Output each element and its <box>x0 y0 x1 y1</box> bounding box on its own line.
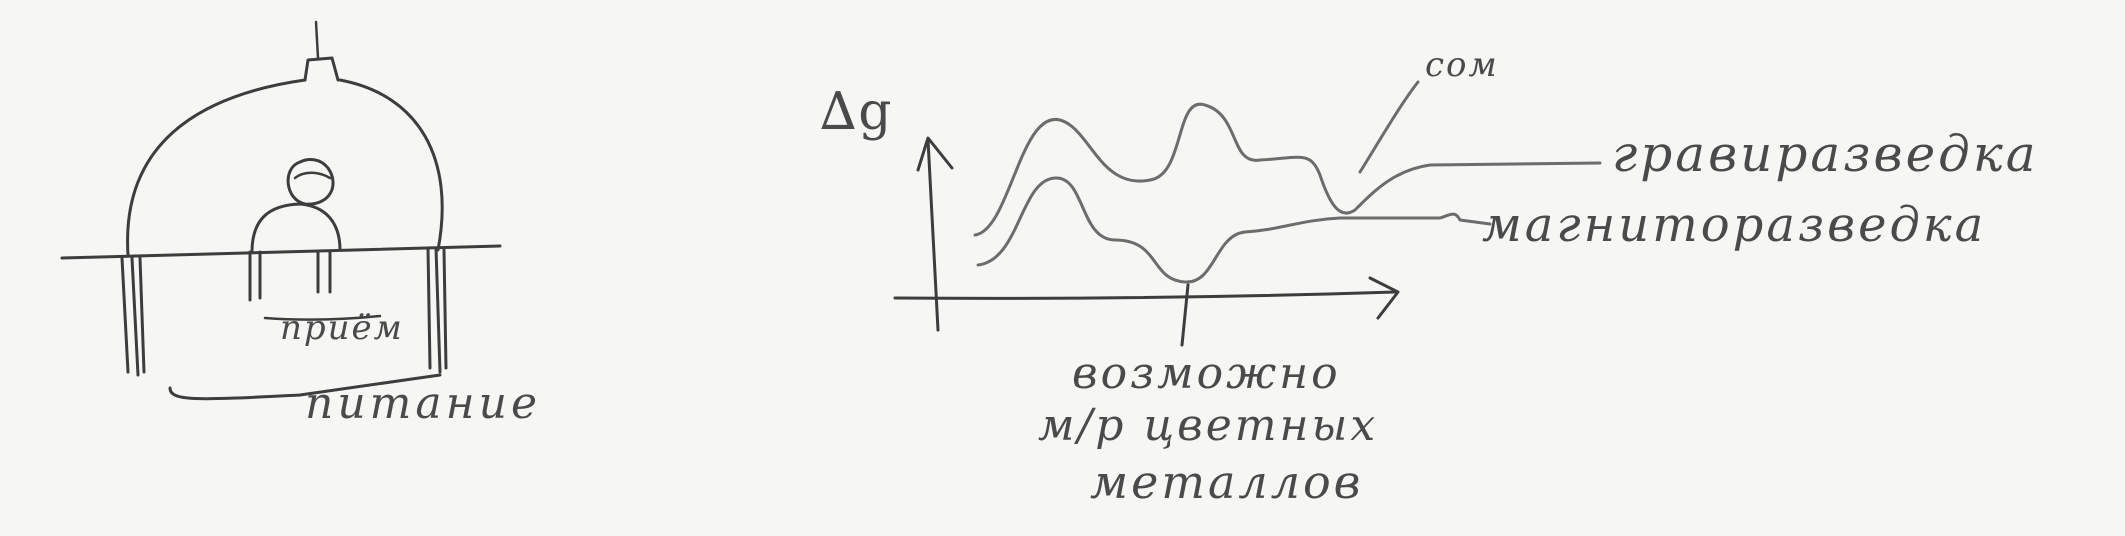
label-power: питание <box>305 378 541 429</box>
label-magnetic-survey: магниторазведка <box>1482 197 1987 253</box>
dome-top-cap <box>303 56 340 82</box>
person-figure <box>248 158 342 302</box>
label-reception: приём <box>280 308 404 348</box>
magnetic-curve <box>976 176 1492 284</box>
axes <box>893 136 1400 347</box>
note-line-1: возможно <box>1072 348 1341 399</box>
ground-line <box>60 244 502 260</box>
bracket-marks <box>168 314 442 401</box>
y-axis <box>926 138 940 332</box>
note-line-2: м/р цветных <box>1038 400 1379 451</box>
dome-right-arc <box>338 78 444 252</box>
antenna <box>314 20 320 60</box>
axis-label-delta-g: ∆g <box>820 82 894 142</box>
gravity-curve <box>973 102 1602 237</box>
dome-structure <box>60 20 502 377</box>
x-axis-tick <box>1180 283 1190 347</box>
x-axis-arrow <box>1368 276 1400 320</box>
som-pointer <box>1358 80 1420 174</box>
note-line-3: металлов <box>1090 455 1364 509</box>
x-axis <box>893 290 1397 300</box>
dome-left-arc <box>126 78 307 257</box>
label-gravity-survey: гравиразведка <box>1612 125 2039 183</box>
y-axis-arrow <box>916 136 954 172</box>
label-som: сом <box>1425 45 1499 85</box>
